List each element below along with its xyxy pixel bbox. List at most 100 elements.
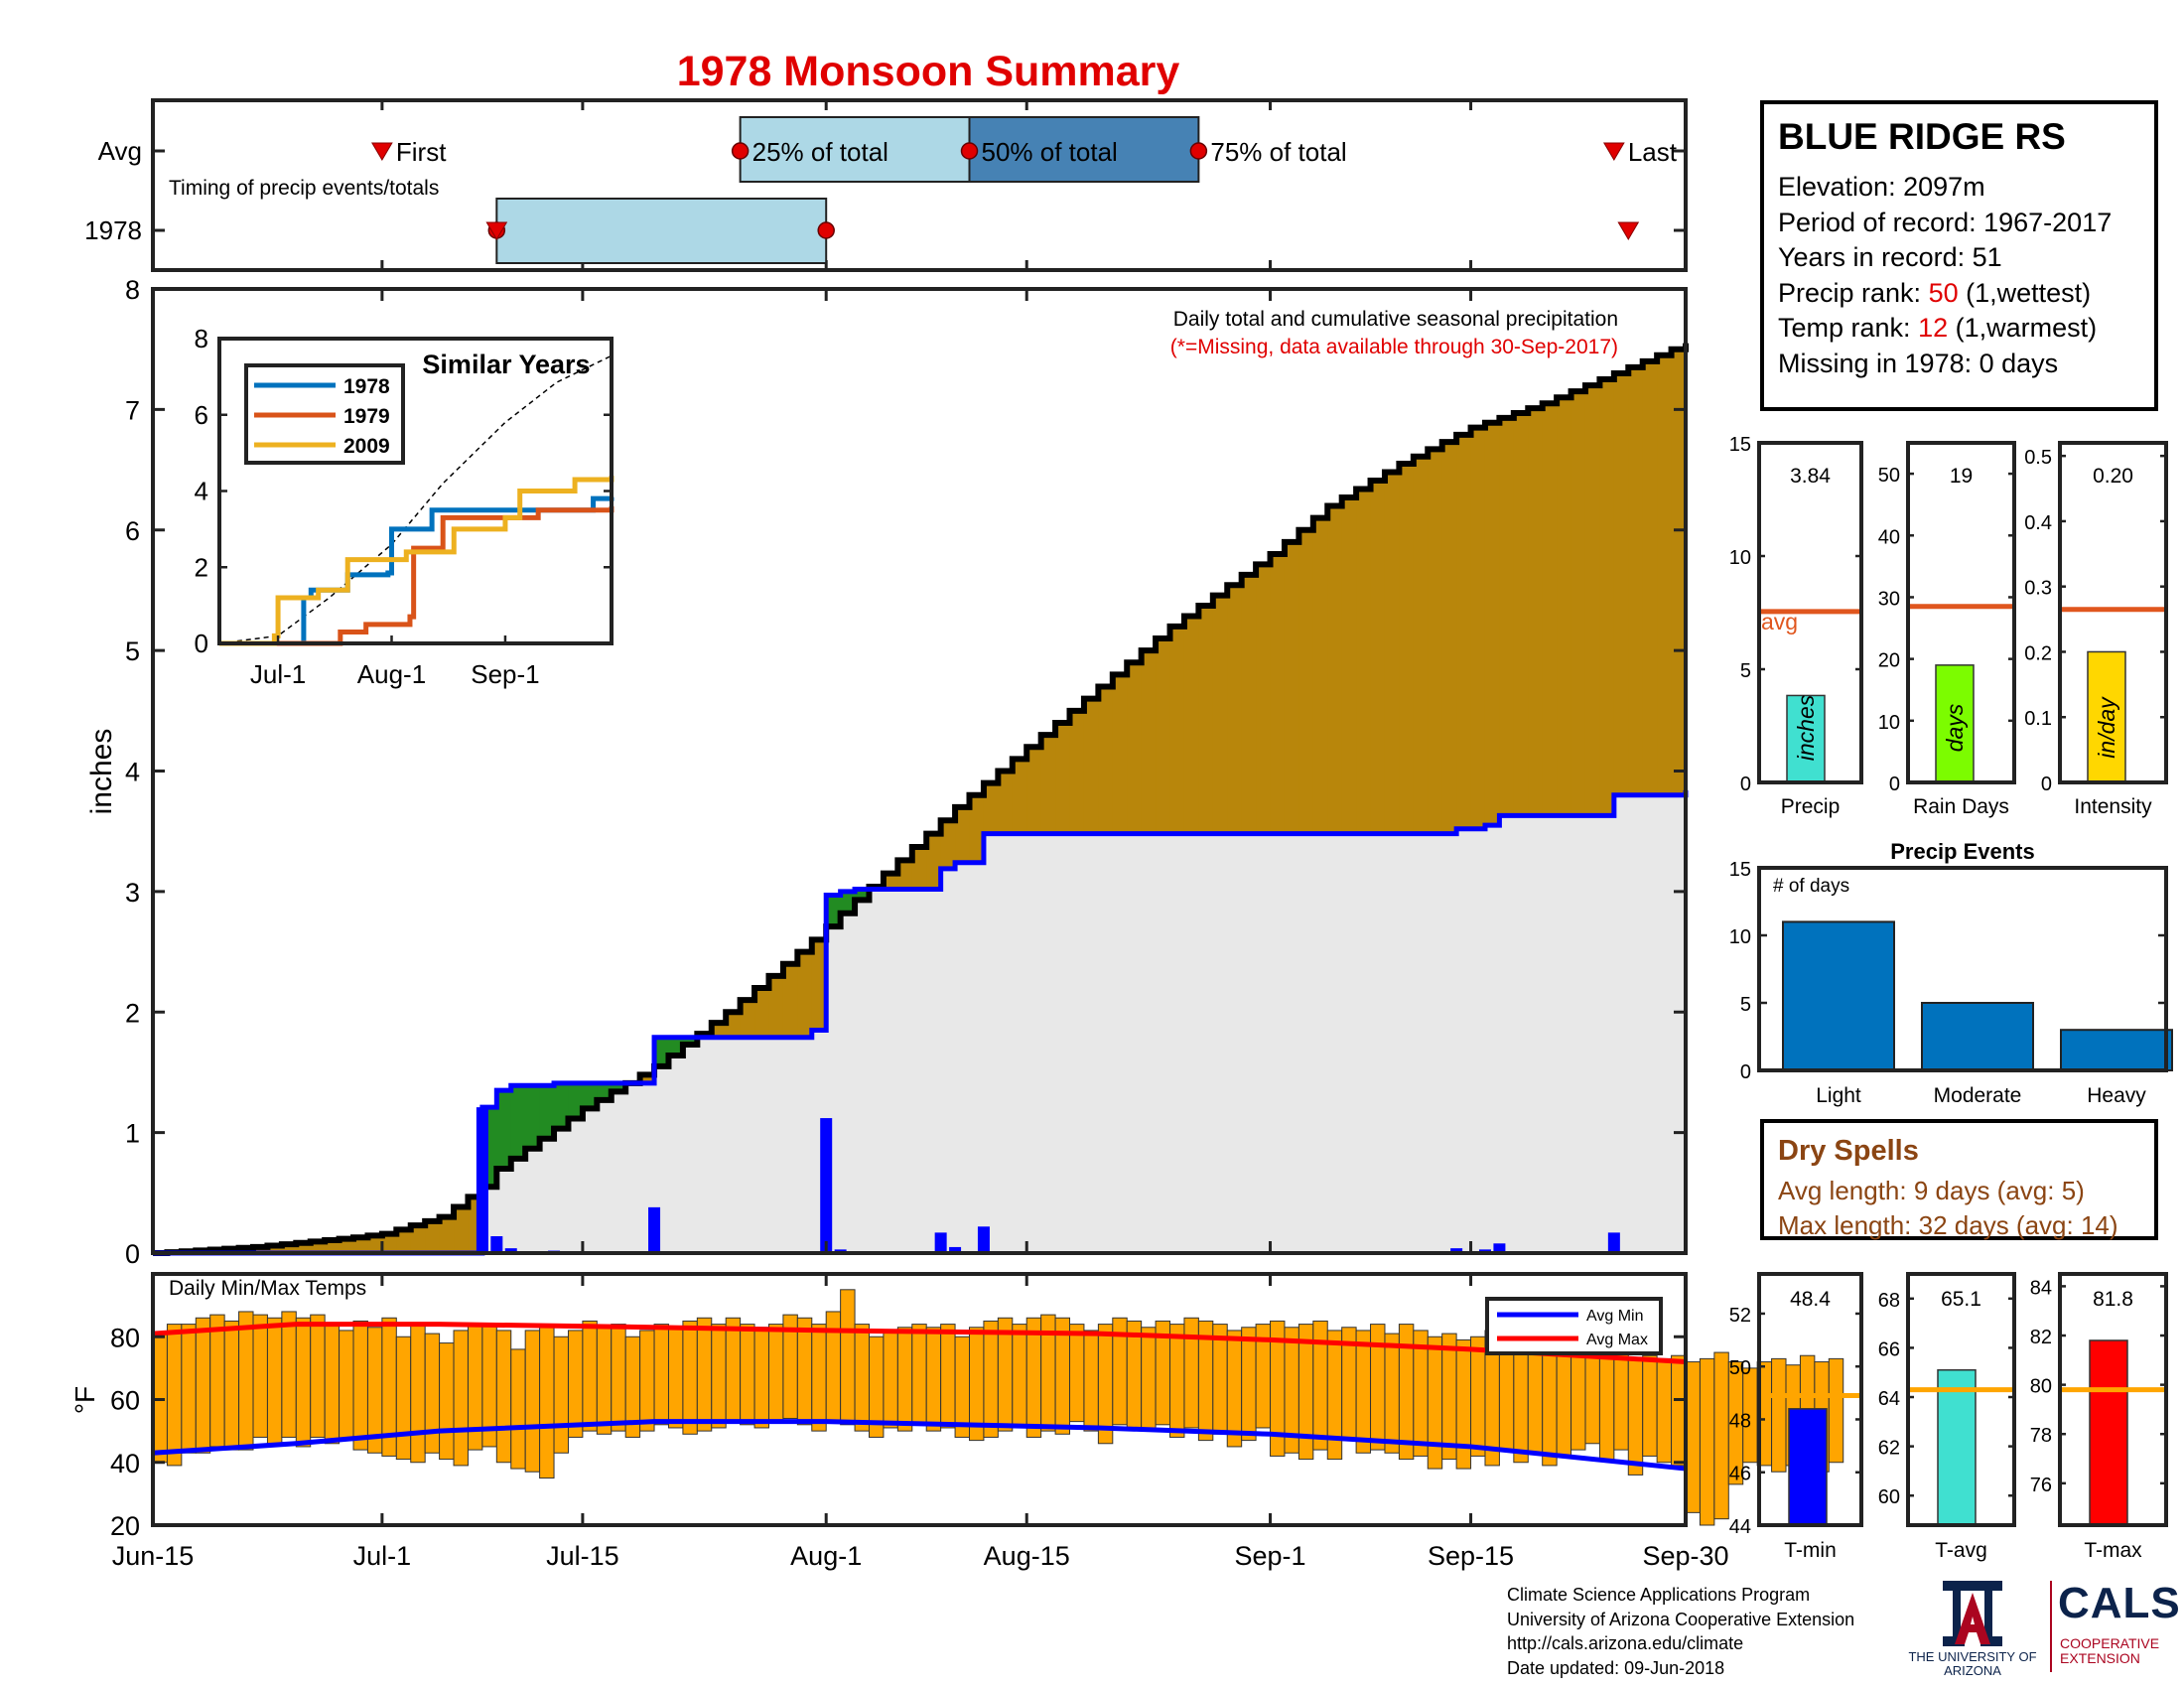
deficit-area-segment xyxy=(454,1206,470,1253)
temp-bar xyxy=(495,1330,512,1464)
precip-rank-value: 50 xyxy=(1928,277,1959,308)
deficit-area-segment xyxy=(797,951,813,1038)
deficit-area-segment xyxy=(1083,698,1099,834)
summary-xlabel: Rain Days xyxy=(1913,795,2009,818)
deficit-area-segment xyxy=(883,873,898,890)
station-elevation: Elevation: 2097m xyxy=(1778,172,1985,202)
temp-bar xyxy=(510,1348,526,1470)
daily-precip-bar xyxy=(1450,1248,1463,1253)
timing-avg-last-marker xyxy=(1602,142,1625,161)
deficit-area-segment xyxy=(1327,505,1343,834)
summary-bar-1 xyxy=(1935,664,1975,783)
daily-precip-bar xyxy=(490,1236,503,1253)
temp-bar xyxy=(339,1330,354,1442)
summary-ytick-label: 0 xyxy=(1889,774,1900,795)
main-note: Daily total and cumulative seasonal prec… xyxy=(1173,308,1618,331)
timing-label-q25: 25% of total xyxy=(752,137,888,167)
temp-bar xyxy=(1012,1324,1027,1426)
date-axis-label: Sep-30 xyxy=(1642,1541,1728,1571)
station-missing: Missing in 1978: 0 days xyxy=(1778,348,2059,378)
inset-xtick-label: Aug-1 xyxy=(357,659,426,689)
dry-spells-avg: Avg length: 9 days (avg: 5) xyxy=(1778,1176,2085,1205)
deficit-area-segment xyxy=(1127,662,1143,834)
deficit-area-segment xyxy=(296,1242,312,1253)
events-xlabel: Moderate xyxy=(1934,1084,2022,1107)
deficit-area-segment xyxy=(1256,564,1272,834)
timing-1978-q50-marker xyxy=(817,221,835,239)
deficit-area-segment xyxy=(1399,463,1415,834)
temp-bar xyxy=(725,1317,742,1423)
excess-area-segment xyxy=(840,891,856,914)
temp-summary-ytick-label: 46 xyxy=(1729,1464,1751,1485)
daily-precip-bar xyxy=(934,1232,947,1253)
daily-precip-bar xyxy=(476,1107,488,1253)
main-ytick-label: 6 xyxy=(125,516,140,546)
main-ylabel: inches xyxy=(85,729,118,815)
summary-ytick-label: 0.1 xyxy=(2024,708,2052,730)
inset-ytick-label: 0 xyxy=(195,629,208,658)
temp-bar xyxy=(439,1342,455,1461)
deficit-area-segment xyxy=(811,939,827,1031)
main-ytick-label: 1 xyxy=(125,1119,140,1149)
temp-bar xyxy=(854,1324,870,1432)
temps-ylabel: °F xyxy=(69,1386,100,1414)
university-of-arizona-logo-icon xyxy=(1943,1581,2002,1646)
temps-caption: Daily Min/Max Temps xyxy=(169,1277,366,1300)
temps-ytick-label: 20 xyxy=(110,1511,140,1541)
temps-ytick-label: 80 xyxy=(110,1323,140,1352)
inset-legend-label: 2009 xyxy=(343,435,390,458)
temps-legend-box xyxy=(1485,1297,1663,1355)
temp-bar xyxy=(1241,1327,1257,1442)
station-temp-rank: Temp rank: 12 (1,warmest) xyxy=(1778,311,2154,347)
avg-max-line xyxy=(152,1322,1687,1365)
temp-bar xyxy=(1427,1336,1443,1470)
temp-bar xyxy=(1656,1357,1673,1464)
temp-bar xyxy=(767,1324,784,1423)
station-years: Years in record: 51 xyxy=(1778,242,2002,272)
temp-summary-bar-1 xyxy=(1937,1368,1977,1526)
events-axes xyxy=(1757,866,2168,1072)
deficit-area-segment xyxy=(1040,735,1056,834)
deficit-area-segment xyxy=(1428,449,1443,834)
temp-bar xyxy=(1470,1336,1486,1457)
timing-caption: Timing of precip events/totals xyxy=(169,177,439,200)
similar-years-inset: 0 2 4 6 8 Jul-1 Aug-1 Sep-1 Similar Years 1978 197… xyxy=(195,324,614,689)
summary-xlabel: Intensity xyxy=(2074,795,2152,818)
temp-bar xyxy=(424,1333,441,1454)
precip-rank-note: (1,wettest) xyxy=(1958,277,2092,308)
summary-ytick-label: 5 xyxy=(1740,660,1751,682)
summary-ytick-label: 0.3 xyxy=(2024,578,2052,600)
timing-row-label-avg: Avg xyxy=(98,136,142,166)
excess-area-segment xyxy=(510,1085,526,1159)
deficit-area-segment xyxy=(339,1238,354,1253)
temp-summary-ytick-label: 82 xyxy=(2030,1327,2052,1348)
temp-bar xyxy=(281,1311,297,1438)
date-axis-label: Sep-15 xyxy=(1428,1541,1514,1571)
deficit-area-segment xyxy=(325,1239,341,1253)
timing-1978-first-marker xyxy=(485,221,508,240)
temp-bar xyxy=(524,1330,541,1473)
temp-bar xyxy=(1069,1324,1085,1423)
deficit-area-segment xyxy=(1270,554,1286,834)
timing-avg-q50-marker xyxy=(960,142,979,160)
deficit-area-segment xyxy=(1198,606,1214,834)
temp-bar xyxy=(1513,1342,1529,1464)
main-ytick-label: 2 xyxy=(125,998,140,1028)
temp-bar xyxy=(896,1327,913,1432)
credits-line-1: Climate Science Applications Program xyxy=(1507,1585,1811,1605)
temp-bar xyxy=(1556,1342,1572,1457)
summary-axes-2 xyxy=(2058,441,2168,784)
date-axis-label: Jun-15 xyxy=(112,1541,195,1571)
summary-ytick-label: 20 xyxy=(1878,650,1900,672)
cals-logo: CALS xyxy=(2058,1579,2181,1627)
dry-spells-max: Max length: 32 days (avg: 14) xyxy=(1778,1210,2118,1240)
deficit-area-segment xyxy=(782,963,798,1038)
deficit-area-segment xyxy=(955,806,971,863)
main-ytick-label: 5 xyxy=(125,636,140,666)
temp-summary-ytick-label: 50 xyxy=(1729,1357,1751,1379)
temp-bar xyxy=(223,1320,240,1451)
deficit-area-segment xyxy=(253,1246,269,1253)
deficit-area-segment xyxy=(1570,391,1586,816)
events-ytick-label: 15 xyxy=(1729,859,1751,881)
daily-precip-bar xyxy=(1493,1243,1506,1253)
